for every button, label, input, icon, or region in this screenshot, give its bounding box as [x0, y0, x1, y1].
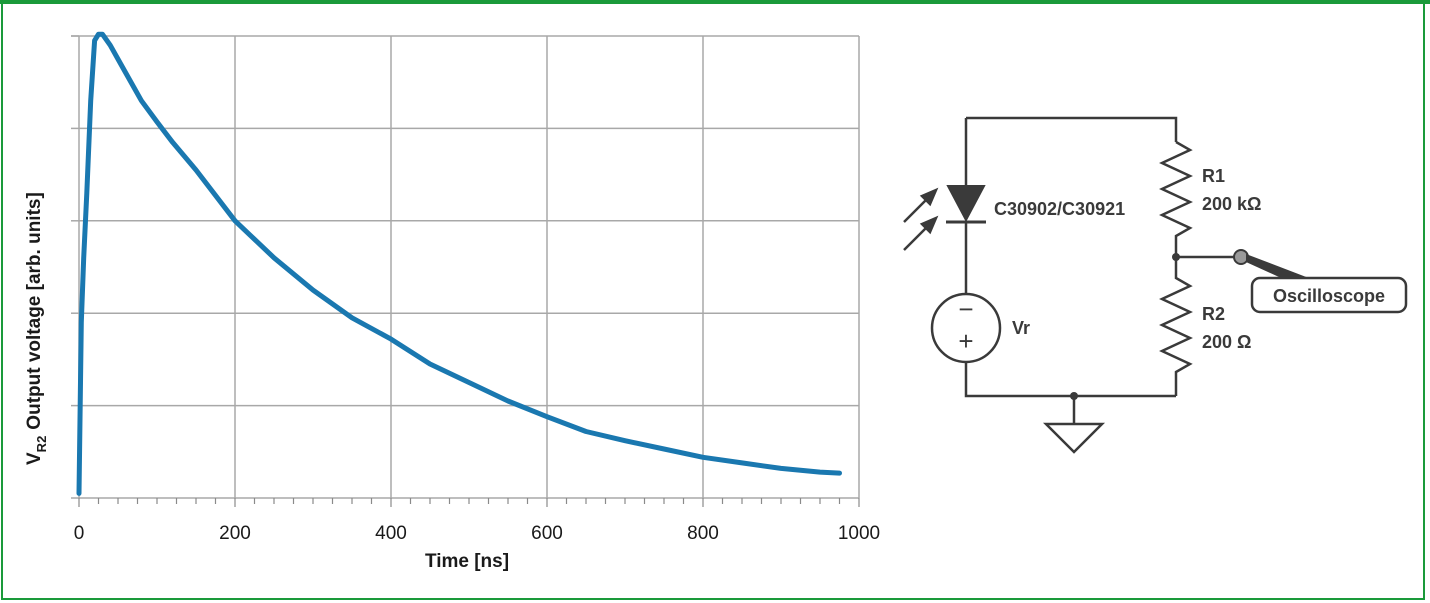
- oscilloscope-label: Oscilloscope: [1273, 286, 1385, 306]
- r1-value: 200 kΩ: [1202, 194, 1261, 214]
- source-minus: −: [958, 294, 973, 324]
- r1-name: R1: [1202, 166, 1225, 186]
- photodiode-icon: [946, 185, 986, 223]
- r2-value: 200 Ω: [1202, 332, 1251, 352]
- oscilloscope-box: [1250, 276, 1408, 314]
- y-axis-main: Output voltage [arb. units]: [24, 192, 45, 430]
- x-tick-labels: 0 200 400 600 800 1000: [74, 523, 880, 544]
- x-tick-label: 800: [687, 523, 719, 544]
- ground-symbol: [1042, 422, 1106, 454]
- wire-top: [966, 116, 1178, 142]
- circuit-diagram: [930, 116, 1236, 454]
- y-axis-subscript: R2: [34, 436, 49, 453]
- r2-name: R2: [1202, 304, 1225, 324]
- y-axis-title: VR2 Output voltage [arb. units]: [24, 192, 49, 465]
- header-bar: [0, 0, 1430, 4]
- x-tick-label: 600: [531, 523, 563, 544]
- voltage-source: [930, 292, 1002, 364]
- x-tick-label: 400: [375, 523, 407, 544]
- light-arrows-icon: [903, 187, 939, 251]
- junction-dot: [1172, 253, 1180, 261]
- x-axis-title: Time [ns]: [425, 551, 509, 572]
- resistor-r2: [1159, 257, 1193, 396]
- resistor-r1: [1159, 140, 1193, 257]
- x-tick-label: 1000: [838, 523, 880, 544]
- x-tick-label: 0: [74, 523, 85, 544]
- plot-area: [79, 36, 859, 498]
- junction-dot: [1070, 392, 1078, 400]
- series-line: [76, 31, 842, 496]
- y-axis-prefix: V: [24, 452, 45, 465]
- grid: [71, 35, 860, 499]
- x-tick-label: 200: [219, 523, 251, 544]
- minor-ticks: [78, 498, 860, 507]
- probe-terminal: [1233, 249, 1249, 265]
- source-plus: +: [958, 326, 973, 356]
- probe-pointer: [1246, 254, 1314, 282]
- source-label: Vr: [1012, 318, 1030, 338]
- diode-label: C30902/C30921: [994, 199, 1125, 219]
- wire-bottom: [964, 362, 1176, 398]
